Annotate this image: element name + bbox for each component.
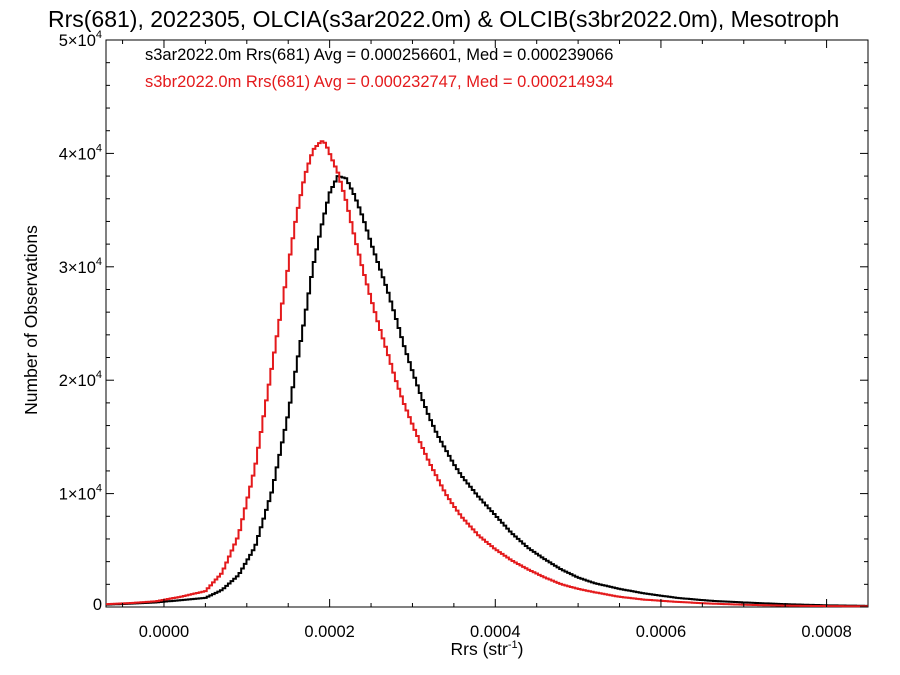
legend-entry-s3br2022.0m: s3br2022.0m Rrs(681) Avg = 0.000232747, … [145, 73, 613, 91]
x-tick-labels: 0.0000 0.0002 0.0004 0.0006 0.0008 [139, 623, 852, 641]
plot-frame [105, 39, 869, 608]
y-tick-label: 0 [93, 596, 102, 614]
chart-title: Rrs(681), 2022305, OLCIA(s3ar2022.0m) & … [48, 6, 839, 32]
histogram-series-s3ar2022.0m [106, 175, 868, 607]
y-tick-label: 5×104 [59, 29, 102, 50]
x-tick-label: 0.0006 [636, 623, 686, 641]
y-tick-label: 2×104 [59, 369, 102, 390]
x-axis-label: Rrs (str-1) [451, 639, 524, 659]
x-tick-label: 0.0008 [801, 623, 851, 641]
y-axis-label: Number of Observations [21, 225, 41, 415]
x-tick-label: 0.0004 [470, 623, 520, 641]
y-tick-labels: 0 1×104 2×104 3×104 4×104 5×104 [59, 29, 102, 614]
y-tick-label: 1×104 [59, 483, 102, 504]
y-tick-label: 4×104 [59, 142, 102, 163]
y-tick-label: 3×104 [59, 256, 102, 277]
histogram-series-s3br2022.0m [106, 140, 868, 608]
legend: s3ar2022.0m Rrs(681) Avg = 0.000256601, … [145, 46, 613, 91]
x-tick-label: 0.0002 [304, 623, 354, 641]
series-layer [106, 140, 868, 608]
x-tick-label: 0.0000 [139, 623, 189, 641]
ticks-layer [106, 39, 868, 608]
legend-entry-s3ar2022.0m: s3ar2022.0m Rrs(681) Avg = 0.000256601, … [145, 46, 613, 64]
plot-area [105, 39, 869, 608]
